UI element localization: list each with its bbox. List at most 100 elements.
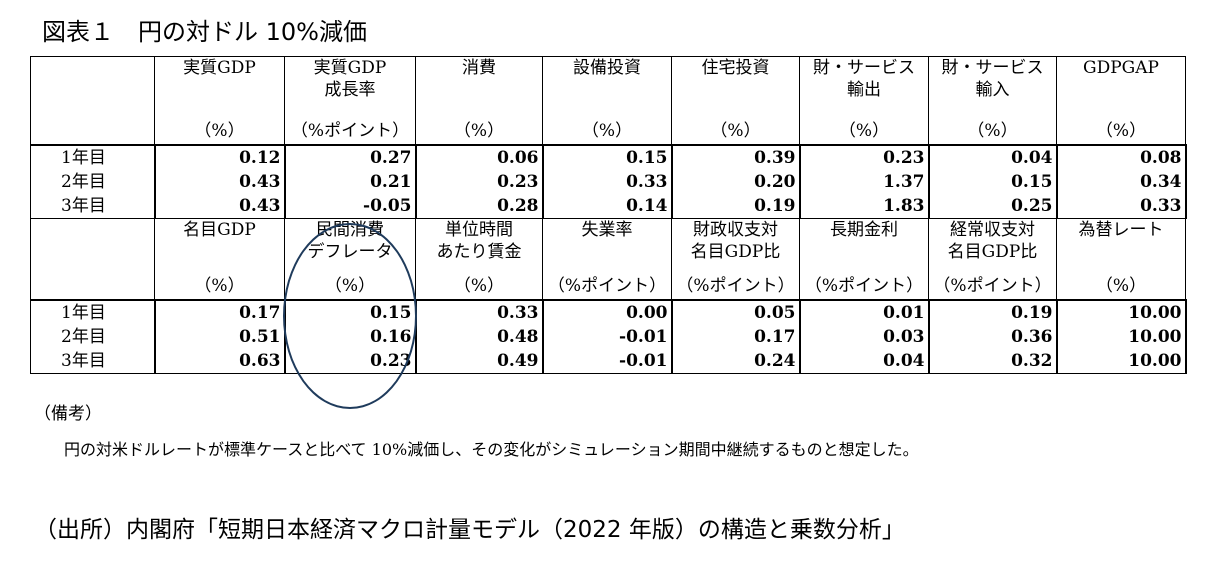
table-cell: 0.49 (415, 349, 544, 374)
table-cell: -0.01 (542, 349, 673, 374)
column-header: 名目GDP （%） (154, 218, 285, 301)
table-cell: 0.43 (154, 194, 286, 219)
column-header-unit: （%ポイント） (547, 276, 667, 296)
table-cell: 0.28 (415, 194, 544, 219)
column-header-label-line2: 輸入 (975, 80, 1010, 100)
page-title: 図表１ 円の対ドル 10%減価 (42, 18, 367, 46)
table-cell: 0.15 (542, 144, 673, 170)
column-header-label: 長期金利 (830, 220, 898, 240)
table-row: 1年目 0.12 0.27 0.06 0.15 0.39 0.23 0.04 0.08 (30, 144, 1187, 170)
column-header-label-line2: 成長率 (324, 80, 376, 100)
table1-section: 実質GDP （%） 実質GDP 成長率 （%ポイント） 消費 （%） 設備投資 （%） 住宅投資（… (30, 56, 1187, 219)
table-row: 3年目 0.43 -0.05 0.28 0.14 0.19 1.83 0.25 0.33 (30, 194, 1187, 219)
column-header: 長期金利 （%ポイント） (799, 218, 929, 301)
row-year-label: 2年目 (30, 170, 156, 194)
column-header-unit: （%ポイント） (933, 276, 1052, 296)
table-cell: 0.00 (542, 299, 673, 325)
table-cell: 0.24 (671, 349, 801, 374)
results-table: 実質GDP （%） 実質GDP 成長率 （%ポイント） 消費 （%） 設備投資 （%） 住宅投資（… (30, 56, 1187, 374)
column-header-label: 財・サービス (941, 58, 1044, 78)
table-cell: 0.21 (284, 170, 417, 194)
column-header-label-line2: 名目GDP比 (690, 242, 781, 262)
table-cell: 0.15 (284, 299, 417, 325)
column-header: 為替レート （%） (1056, 218, 1186, 301)
column-header: 経常収支対 名目GDP比 （%ポイント） (928, 218, 1057, 301)
row-year-label: 2年目 (30, 325, 156, 349)
table-cell: 0.51 (154, 325, 286, 349)
column-header: 実質GDP （%） (154, 56, 285, 146)
column-header-unit: （%） (967, 121, 1018, 141)
column-header-unit: （%） (194, 121, 245, 141)
table-cell: 0.19 (671, 194, 801, 219)
column-header-label: 設備投資 (573, 58, 641, 78)
table-cell: 0.05 (671, 299, 801, 325)
header-blank-cell (30, 56, 155, 146)
table-cell: 0.04 (928, 144, 1058, 170)
table-cell: 0.25 (928, 194, 1058, 219)
row-year-label: 1年目 (30, 299, 156, 325)
column-header: 財・サービス 輸出 （%） (799, 56, 929, 146)
table-cell: 0.33 (542, 170, 673, 194)
table-cell: 0.20 (671, 170, 801, 194)
table-cell: 0.33 (1056, 194, 1187, 219)
column-header-label-line2: あたり賃金 (436, 242, 522, 262)
table-cell: 0.15 (928, 170, 1058, 194)
table-cell: 10.00 (1056, 349, 1187, 374)
column-header-label-line2: デフレータ (307, 242, 393, 262)
column-header: 単位時間 あたり賃金 （%） (415, 218, 543, 301)
table-cell: 0.03 (799, 325, 930, 349)
table-cell: 0.48 (415, 325, 544, 349)
table-row: 2年目 0.51 0.16 0.48 -0.01 0.17 0.03 0.36 10.00 (30, 325, 1187, 349)
table-row: 1年目 0.17 0.15 0.33 0.00 0.05 0.01 0.19 10.00 (30, 299, 1187, 325)
table-cell: 10.00 (1056, 299, 1187, 325)
column-header-unit: （%） (324, 276, 376, 296)
column-header-unit: （%） (838, 121, 890, 141)
column-header: 実質GDP 成長率 （%ポイント） (284, 56, 416, 146)
source-line: （出所）内閣府「短期日本経済マクロ計量モデル（2022 年版）の構造と乗数分析」 (34, 517, 905, 543)
column-header-label: 名目GDP (183, 220, 256, 240)
table-cell: 1.37 (799, 170, 930, 194)
table-cell: 0.14 (542, 194, 673, 219)
column-header-label: 経常収支対 (950, 220, 1035, 240)
row-year-label: 1年目 (30, 144, 156, 170)
table-cell: 10.00 (1056, 325, 1187, 349)
column-header-label-line2: 名目GDP比 (947, 242, 1038, 262)
table-cell: 0.23 (415, 170, 544, 194)
column-header-label-line2: 輸出 (847, 80, 881, 100)
column-header-unit: （%） (1095, 276, 1147, 296)
header-blank-cell (30, 218, 155, 301)
table-cell: 0.16 (284, 325, 417, 349)
column-header-unit: （%ポイント） (676, 276, 795, 296)
column-header-unit: （%） (194, 276, 245, 296)
column-header-label: 実質GDP (183, 58, 256, 78)
column-header-label: 単位時間 (445, 220, 513, 240)
table-cell: 0.06 (415, 144, 544, 170)
table-cell: 0.63 (154, 349, 286, 374)
table-cell: 0.12 (154, 144, 286, 170)
table-cell: 0.23 (799, 144, 930, 170)
column-header-label: 失業率 (581, 220, 633, 240)
column-header-unit: （%） (453, 121, 505, 141)
table-cell: 0.36 (928, 325, 1058, 349)
column-header-unit: （%ポイント） (804, 276, 924, 296)
table-cell: 0.04 (799, 349, 930, 374)
column-header-label: 財政収支対 (693, 220, 778, 240)
table-cell: -0.05 (284, 194, 417, 219)
note-label: （備考） (34, 404, 102, 424)
column-header: 財・サービス 輸入 （%） (928, 56, 1057, 146)
row-year-label: 3年目 (30, 194, 156, 219)
table-cell: 0.39 (671, 144, 801, 170)
column-header: 設備投資 （%） (542, 56, 672, 146)
column-header: 消費 （%） (415, 56, 543, 146)
column-header-label: 為替レート (1078, 220, 1164, 240)
note-text: 円の対米ドルレートが標準ケースと比べて 10%減価し、その変化がシミュレーション… (64, 440, 919, 459)
column-header: 住宅投資 （%） (671, 56, 800, 146)
table-cell: 0.32 (928, 349, 1058, 374)
table-cell: 0.19 (928, 299, 1058, 325)
table-cell: 0.27 (284, 144, 417, 170)
column-header: 民間消費 デフレータ （%） (284, 218, 416, 301)
table-cell: 0.01 (799, 299, 930, 325)
table-cell: 0.17 (671, 325, 801, 349)
table2-header-row: 名目GDP （%） 民間消費 デフレータ （%） 単位時間 あたり賃金 （%） 失業率 （%ポイン… (30, 218, 1186, 301)
column-header-unit: （%） (710, 121, 761, 141)
